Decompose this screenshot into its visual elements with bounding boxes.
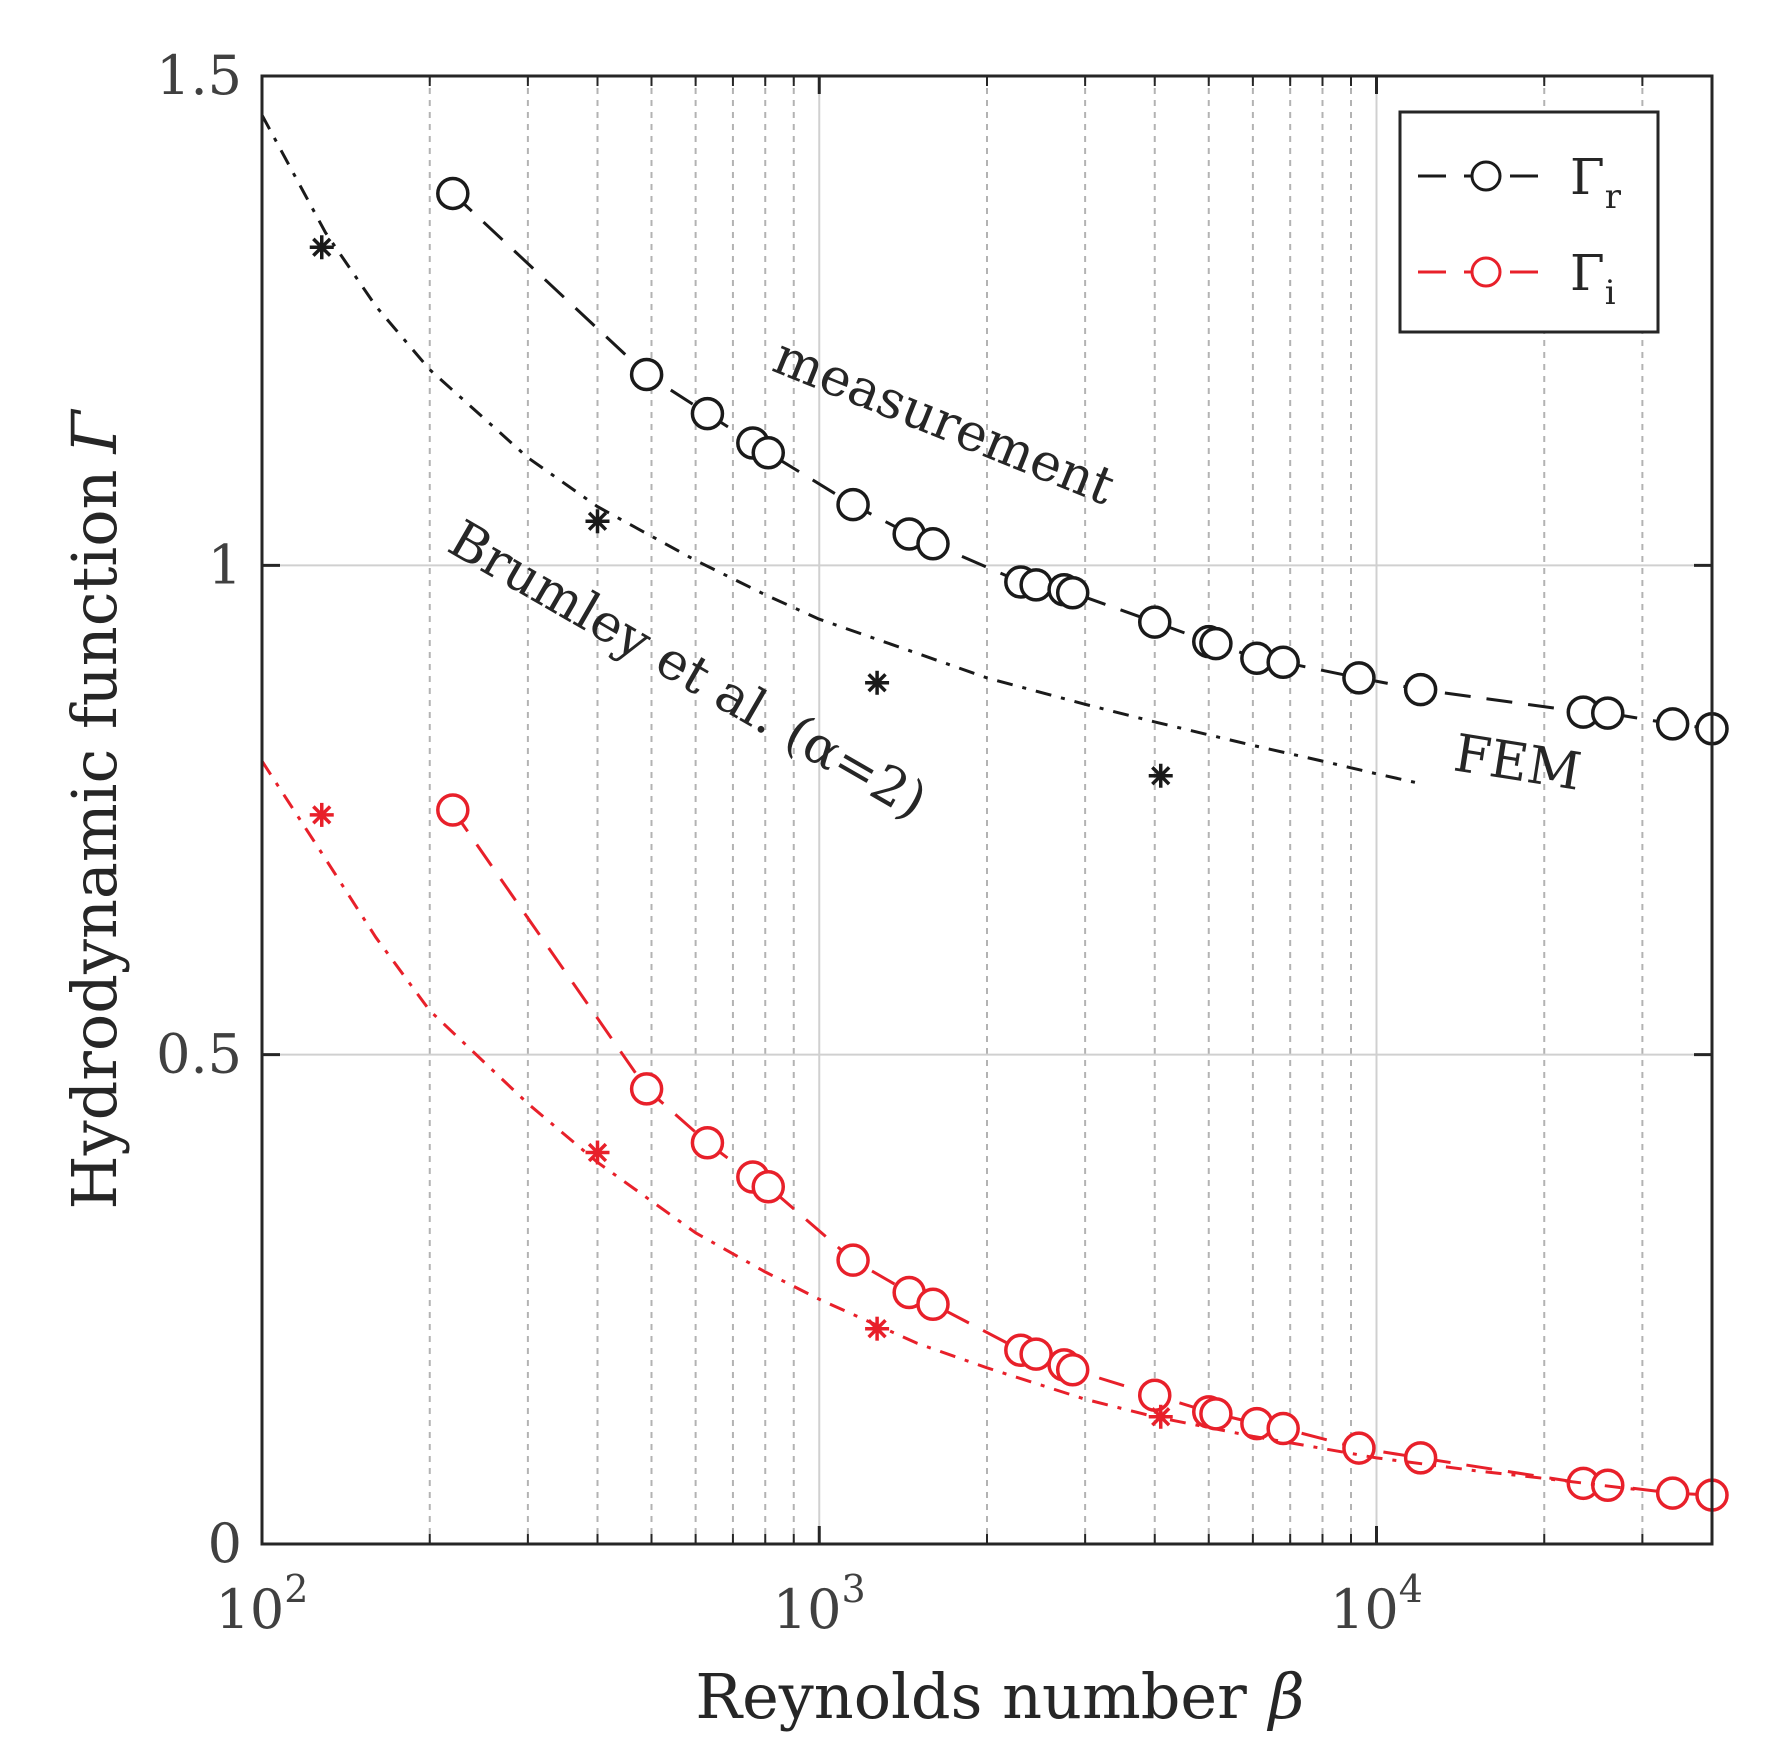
series-1-point (1266, 1411, 1300, 1446)
series-5-point (585, 1140, 610, 1165)
series-0-point (1266, 645, 1300, 679)
series-0-point (751, 436, 786, 470)
asterisk-stroke (312, 237, 332, 257)
legend-label-gamma-i-sub: i (1605, 273, 1616, 313)
series-1-point (1055, 1353, 1090, 1387)
legend-marker-gamma-i (1470, 256, 1502, 288)
series-4-point (309, 235, 334, 260)
series-1-point (836, 1243, 870, 1277)
series-4-point (1148, 763, 1173, 788)
series-5-point (1148, 1404, 1173, 1429)
series-1-point (1019, 1337, 1053, 1371)
series-1-point (1137, 1378, 1172, 1412)
y-tick-label: 1 (208, 533, 242, 596)
asterisk-stroke (867, 673, 887, 693)
series-0-point (436, 176, 470, 211)
x-tick-label-exponent: 4 (1399, 1567, 1423, 1611)
series-0-point (1137, 605, 1172, 639)
series-5-point (865, 1316, 890, 1341)
legend-label-gamma-i-main: Γ (1570, 244, 1605, 302)
series-layer (260, 114, 1729, 1512)
series-0-point (1055, 575, 1090, 610)
x-tick-label-base: 10 (216, 1578, 285, 1641)
series-4-point (585, 509, 610, 534)
series-1-point (629, 1072, 664, 1106)
series-1-point (916, 1287, 950, 1321)
series-4-point (865, 670, 890, 695)
series-0-point (1403, 672, 1438, 707)
series-1-point (1655, 1476, 1690, 1510)
x-axis-title-symbol: β (1267, 1660, 1305, 1733)
series-2-line (260, 114, 1421, 786)
asterisk-stroke (867, 1319, 887, 1339)
legend-label-gamma-i: Γi (1570, 244, 1616, 313)
series-0-point (1655, 707, 1690, 741)
series-0-point (1342, 661, 1376, 695)
series-0-point (1199, 626, 1233, 661)
x-tick-label-base: 10 (1330, 1578, 1399, 1641)
series-5-point (309, 802, 334, 827)
series-1-point (751, 1170, 786, 1204)
y-tick-label: 0 (208, 1512, 242, 1575)
y-axis-title-text: Hydrodynamic function (58, 470, 131, 1210)
asterisk-stroke (312, 805, 332, 825)
legend-box (1398, 110, 1660, 334)
series-0-point (1019, 568, 1053, 602)
x-tick-label-exponent: 2 (284, 1567, 308, 1611)
y-tick-label: 1.5 (156, 44, 242, 107)
series-1-point (1403, 1441, 1438, 1475)
series-0-point (836, 487, 870, 522)
legend: Γr Γi (1398, 110, 1660, 334)
legend-label-gamma-r-main: Γ (1570, 148, 1605, 206)
y-axis-title-symbol: Γ (58, 409, 131, 455)
legend-label-gamma-r-sub: r (1605, 177, 1622, 217)
asterisk-stroke (587, 1142, 608, 1163)
legend-entry-gamma-r: Γr (1418, 148, 1622, 217)
legend-marker-gamma-r (1470, 160, 1502, 192)
asterisk-stroke (1151, 766, 1171, 786)
series-0-point (629, 357, 664, 392)
series-0-point (690, 396, 725, 431)
y-axis-title: Hydrodynamic function Γ (58, 409, 131, 1210)
legend-label-gamma-r: Γr (1570, 148, 1622, 217)
series-0-point (916, 527, 950, 561)
y-tick-label: 0.5 (156, 1023, 242, 1086)
x-tick-label-base: 10 (773, 1578, 842, 1641)
asterisk-stroke (1151, 1407, 1171, 1427)
series-1-point (436, 793, 470, 827)
series-1-point (690, 1125, 725, 1160)
x-tick-label: 104 (1330, 1567, 1423, 1641)
series-0-point (1590, 696, 1625, 730)
x-tick-label: 103 (773, 1567, 866, 1641)
series-1-point (1199, 1397, 1233, 1431)
asterisk-stroke (587, 511, 608, 531)
series-1-point (1342, 1431, 1376, 1465)
x-axis-title: Reynolds number β (695, 1660, 1304, 1733)
x-tick-label-exponent: 3 (842, 1567, 866, 1611)
x-tick-label: 102 (216, 1567, 309, 1641)
x-axis-title-text: Reynolds number (695, 1660, 1247, 1733)
legend-entry-gamma-i: Γi (1418, 244, 1616, 313)
